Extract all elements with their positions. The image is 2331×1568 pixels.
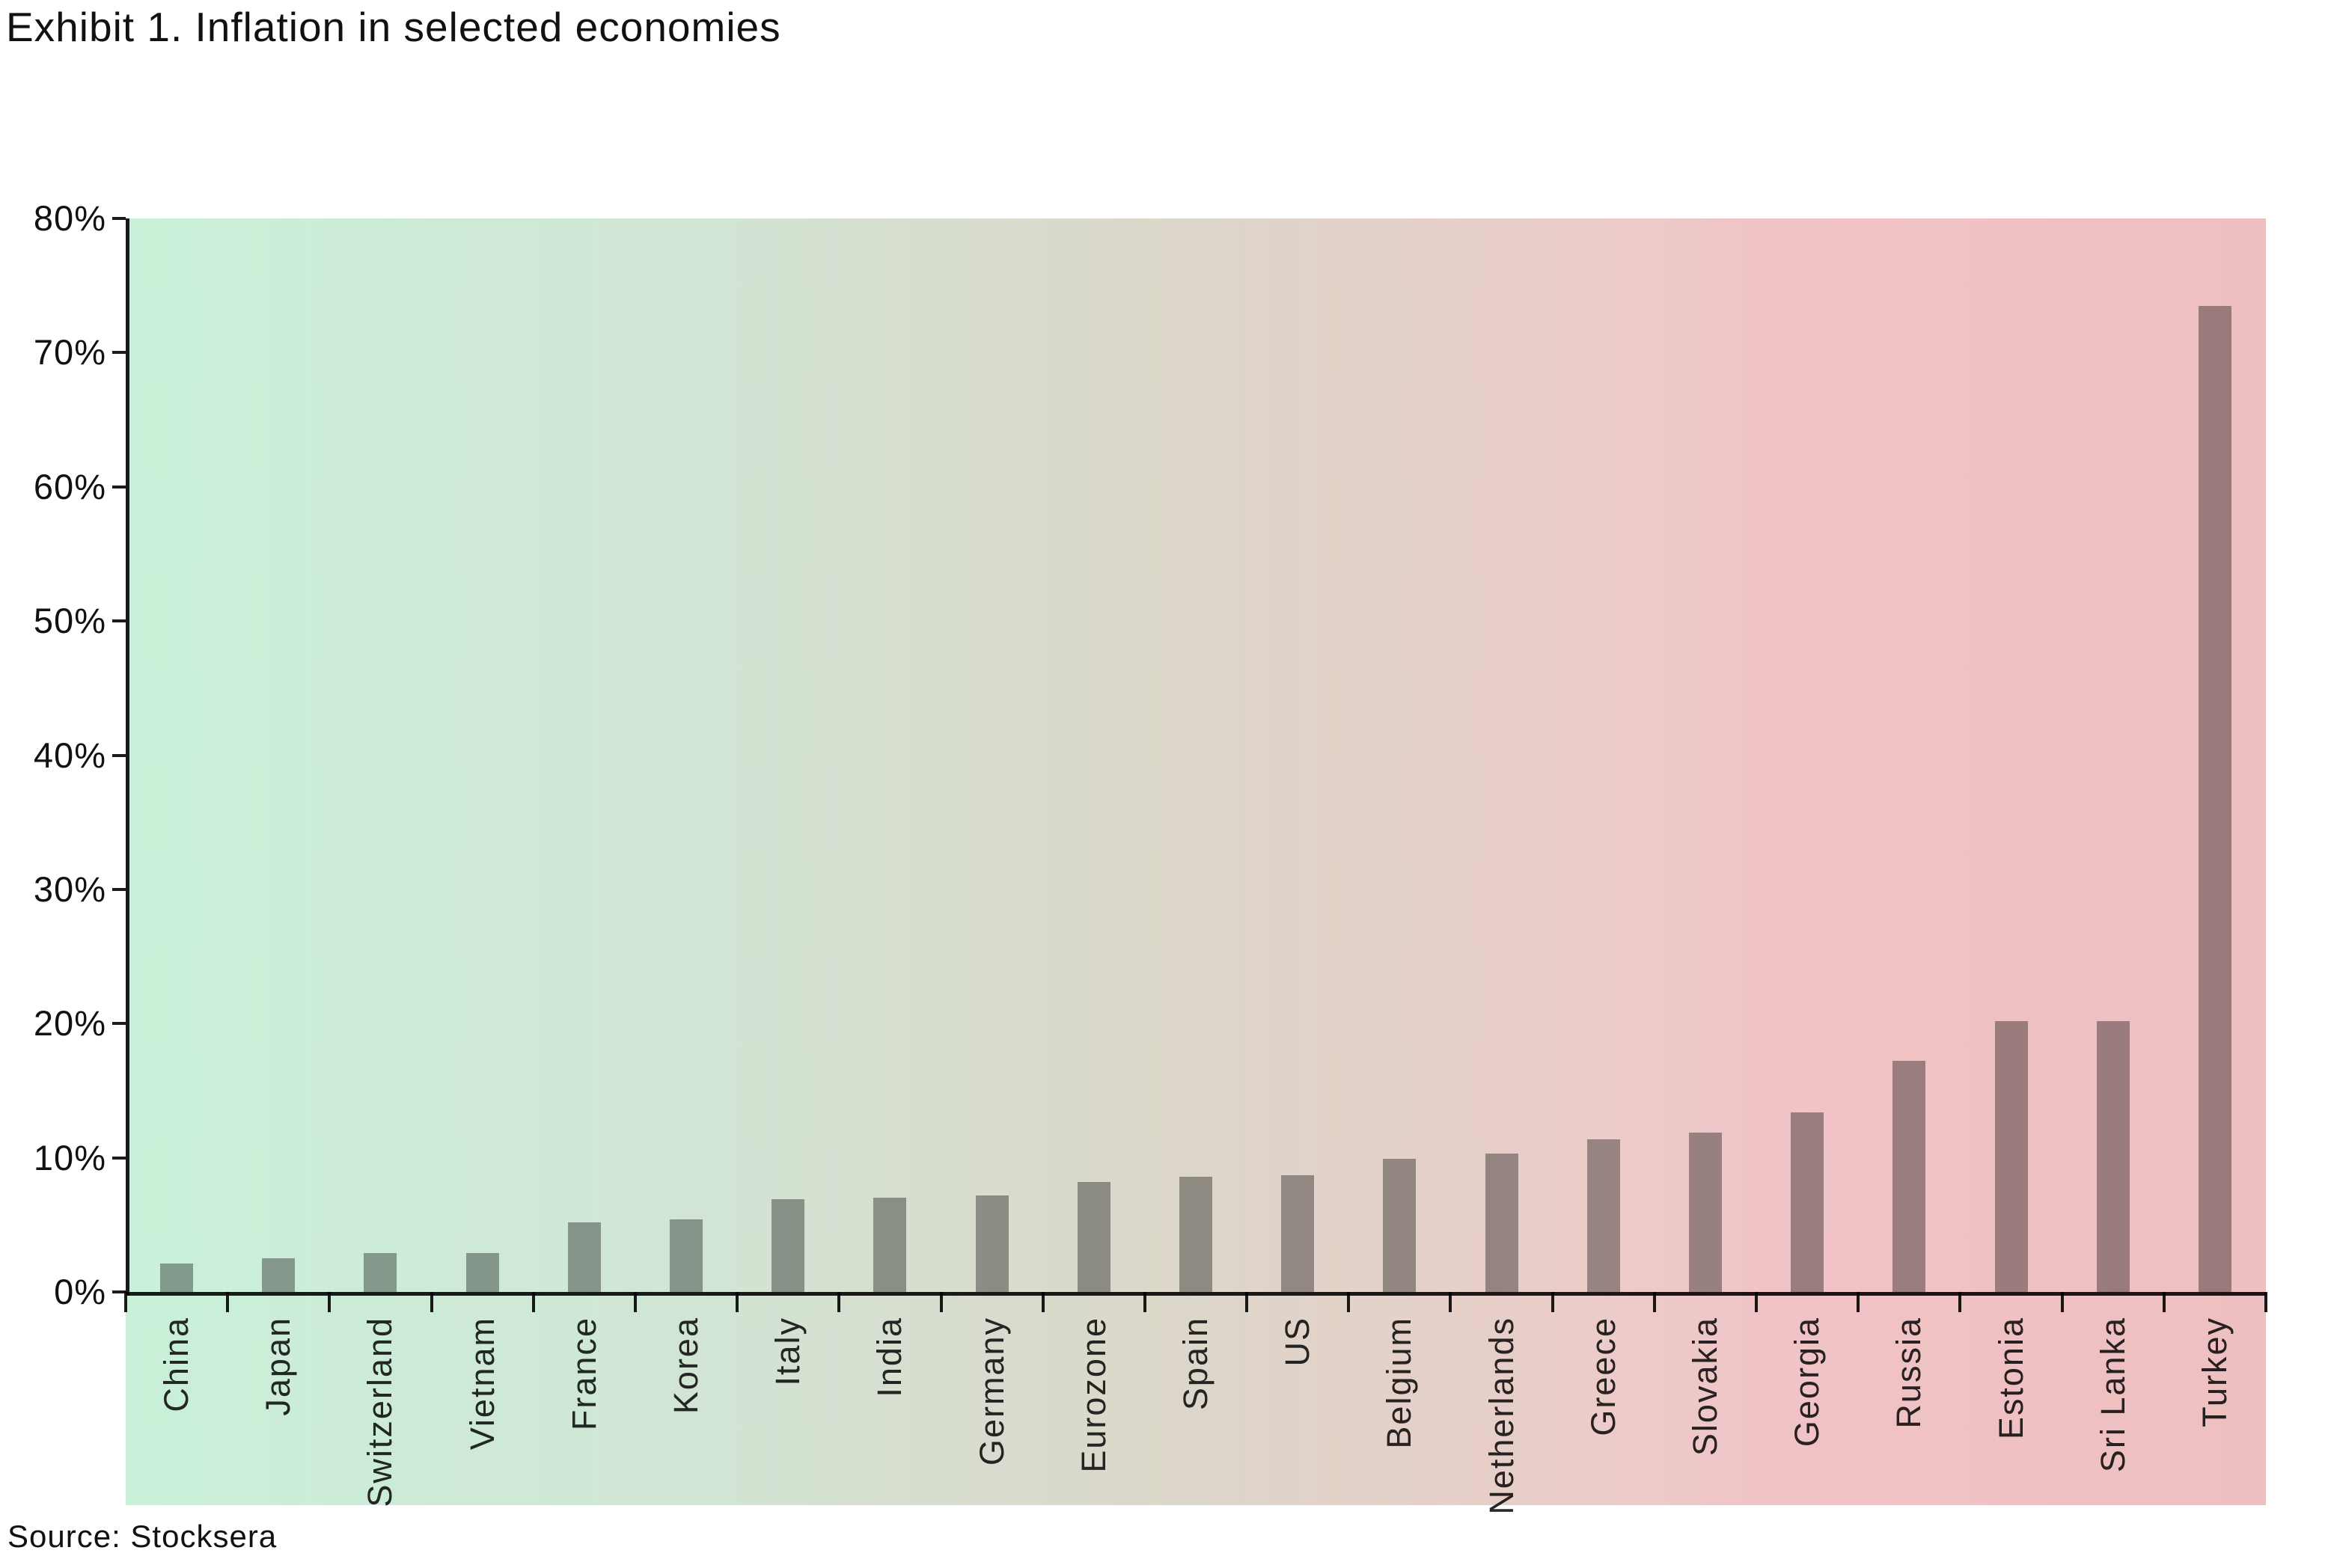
x-label-japan: Japan (259, 1317, 298, 1416)
x-label-sri-lanka: Sri Lanka (2093, 1317, 2132, 1473)
x-label-china: China (157, 1317, 196, 1412)
x-axis-tick-4 (531, 1292, 535, 1312)
y-axis-label-80%: 80% (33, 198, 106, 238)
x-axis-tick-20 (2162, 1292, 2166, 1312)
x-axis-tick-9 (1041, 1292, 1045, 1312)
y-axis-label-60%: 60% (33, 466, 106, 506)
bar-spain (1179, 1176, 1212, 1292)
bar-germany (975, 1195, 1009, 1292)
bar-sri-lanka (2096, 1020, 2130, 1292)
y-axis-line (126, 218, 129, 1296)
x-label-slovakia: Slovakia (1685, 1317, 1724, 1457)
bar-eurozone (1077, 1181, 1110, 1292)
x-axis-tick-11 (1245, 1292, 1249, 1312)
bar-russia (1892, 1061, 1926, 1292)
x-label-germany: Germany (972, 1317, 1011, 1466)
y-axis-tick-70% (112, 351, 126, 355)
y-axis-tick-50% (112, 619, 126, 623)
y-axis-tick-20% (112, 1022, 126, 1026)
x-axis-tick-14 (1551, 1292, 1554, 1312)
plot-gradient-background (126, 218, 2266, 1505)
y-axis-label-50%: 50% (33, 601, 106, 641)
y-axis-tick-10% (112, 1156, 126, 1160)
bar-france (567, 1222, 601, 1292)
bar-georgia (1791, 1112, 1824, 1292)
bar-netherlands (1485, 1154, 1518, 1292)
x-axis-tick-12 (1347, 1292, 1351, 1312)
x-label-italy: Italy (769, 1317, 807, 1386)
x-label-india: India (870, 1317, 909, 1397)
x-label-netherlands: Netherlands (1482, 1317, 1521, 1515)
x-axis-tick-13 (1449, 1292, 1452, 1312)
y-axis-label-40%: 40% (33, 735, 106, 775)
bar-belgium (1383, 1159, 1417, 1292)
bar-japan (262, 1258, 296, 1292)
bar-estonia (1994, 1020, 2028, 1292)
y-axis-label-20%: 20% (33, 1003, 106, 1044)
y-axis-label-70%: 70% (33, 332, 106, 373)
x-axis-tick-2 (328, 1292, 332, 1312)
bar-turkey (2198, 305, 2231, 1292)
x-label-france: France (564, 1317, 603, 1431)
x-axis-tick-1 (226, 1292, 230, 1312)
x-label-georgia: Georgia (1788, 1317, 1827, 1448)
bar-italy (772, 1199, 805, 1292)
x-label-spain: Spain (1176, 1317, 1215, 1411)
x-label-belgium: Belgium (1380, 1317, 1419, 1449)
x-label-korea: Korea (667, 1317, 706, 1415)
y-axis-tick-60% (112, 485, 126, 489)
x-label-estonia: Estonia (1991, 1317, 2030, 1440)
y-axis-label-0%: 0% (54, 1272, 106, 1311)
x-axis-tick-5 (633, 1292, 637, 1312)
y-axis-tick-40% (112, 753, 126, 757)
x-axis-tick-3 (430, 1292, 433, 1312)
y-axis-label-10%: 10% (33, 1137, 106, 1177)
bar-slovakia (1688, 1132, 1722, 1292)
x-axis-tick-8 (939, 1292, 943, 1312)
x-axis-tick-15 (1652, 1292, 1656, 1312)
y-axis-tick-30% (112, 887, 126, 891)
bar-china (160, 1264, 194, 1292)
x-axis-tick-18 (1958, 1292, 1962, 1312)
bar-korea (670, 1219, 703, 1292)
x-label-greece: Greece (1583, 1317, 1622, 1436)
chart-title: Exhibit 1. Inflation in selected economi… (6, 4, 781, 50)
x-label-russia: Russia (1889, 1317, 1928, 1429)
x-label-us: US (1278, 1317, 1317, 1367)
y-axis-tick-0% (112, 1290, 126, 1293)
x-axis-tick-0 (124, 1292, 127, 1312)
x-label-switzerland: Switzerland (361, 1317, 400, 1507)
x-label-turkey: Turkey (2195, 1317, 2234, 1427)
bar-india (873, 1198, 907, 1292)
x-axis-tick-17 (1857, 1292, 1860, 1312)
bar-us (1281, 1175, 1315, 1292)
x-axis-tick-19 (2060, 1292, 2064, 1312)
bar-switzerland (364, 1252, 397, 1292)
x-axis-tick-6 (736, 1292, 739, 1312)
bar-vietnam (465, 1252, 499, 1292)
x-axis-tick-10 (1143, 1292, 1146, 1312)
y-axis-label-30%: 30% (33, 869, 106, 909)
x-label-vietnam: Vietnam (462, 1317, 501, 1451)
bar-greece (1586, 1139, 1620, 1292)
x-axis-tick-7 (837, 1292, 841, 1312)
source-note: Source: Stocksera (7, 1519, 278, 1554)
x-axis-tick-16 (1755, 1292, 1759, 1312)
y-axis-tick-80% (112, 217, 126, 220)
x-axis-tick-21 (2264, 1292, 2267, 1312)
x-axis-baseline (126, 1292, 2266, 1296)
x-label-eurozone: Eurozone (1074, 1317, 1113, 1473)
